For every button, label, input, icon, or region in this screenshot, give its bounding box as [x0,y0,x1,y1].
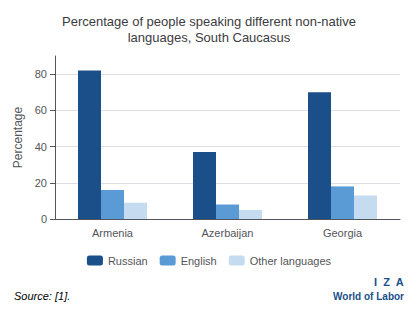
svg-text:40: 40 [35,141,47,153]
svg-text:20: 20 [35,177,47,189]
svg-text:Azerbaijan: Azerbaijan [202,227,254,239]
svg-text:I Z A: I Z A [374,276,404,288]
svg-text:English: English [181,255,217,267]
svg-text:Georgia: Georgia [323,227,363,239]
svg-text:World of Labor: World of Labor [333,291,404,302]
svg-text:Percentage of people speaking: Percentage of people speaking different … [62,14,356,29]
svg-text:languages, South Caucasus: languages, South Caucasus [128,30,291,45]
svg-text:Russian: Russian [108,255,148,267]
svg-text:Other languages: Other languages [250,255,332,267]
svg-text:80: 80 [35,68,47,80]
svg-text:0: 0 [41,213,47,225]
svg-text:Armenia: Armenia [92,227,134,239]
svg-text:Source: [1].: Source: [1]. [14,290,70,302]
svg-text:Percentage: Percentage [11,106,25,168]
svg-text:60: 60 [35,104,47,116]
